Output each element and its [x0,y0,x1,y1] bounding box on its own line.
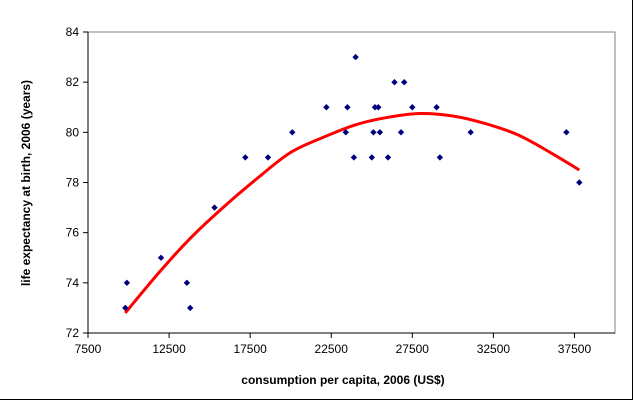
data-point [350,154,358,161]
data-point [323,104,330,111]
data-point [211,204,218,211]
data-point [391,79,398,86]
data-point [264,154,272,161]
data-point [344,104,351,111]
data-point [375,104,382,111]
data-point [242,154,249,161]
trendline [124,111,581,314]
y-tick-label: 72 [66,326,80,340]
data-point [342,129,349,136]
plot-border [87,31,616,334]
x-tick-label: 27500 [396,342,430,356]
x-tick-label: 32500 [477,342,511,356]
data-point [122,304,129,312]
y-tick-label: 80 [66,125,80,139]
y-axis-ticks: 72 74 76 78 80 82 84 [66,25,88,340]
data-point [371,104,379,111]
data-point [401,79,408,86]
x-axis-ticks: 7500 12500 17500 22500 27500 32500 37500 [75,333,592,356]
data-point [409,104,416,111]
data-point [187,304,194,312]
x-tick-label: 17500 [233,342,267,356]
data-point [289,129,296,136]
x-tick-label: 12500 [152,342,186,356]
data-points [122,53,583,312]
data-point [397,129,405,136]
data-point [384,154,392,161]
x-axis-title: consumption per capita, 2006 (US$) [241,373,444,387]
data-point [563,129,570,136]
data-point [467,129,474,136]
x-tick-label: 7500 [75,342,102,356]
y-tick-label: 84 [66,25,80,39]
data-point [123,279,131,286]
data-point [576,179,583,186]
data-point [352,53,359,61]
y-tick-label: 78 [66,176,80,190]
y-tick-label: 74 [66,276,80,290]
data-point [376,129,384,136]
data-point [370,129,377,136]
y-tick-label: 82 [66,75,80,89]
y-axis-title: life expectancy at birth, 2006 (years) [19,80,33,286]
x-tick-label: 22500 [315,342,349,356]
data-point [157,254,165,261]
data-point [436,154,444,161]
data-point [368,154,375,161]
plot-area [87,31,616,334]
data-point [433,104,440,111]
data-point [183,279,191,286]
x-tick-label: 37500 [558,342,592,356]
y-tick-label: 76 [66,226,80,240]
